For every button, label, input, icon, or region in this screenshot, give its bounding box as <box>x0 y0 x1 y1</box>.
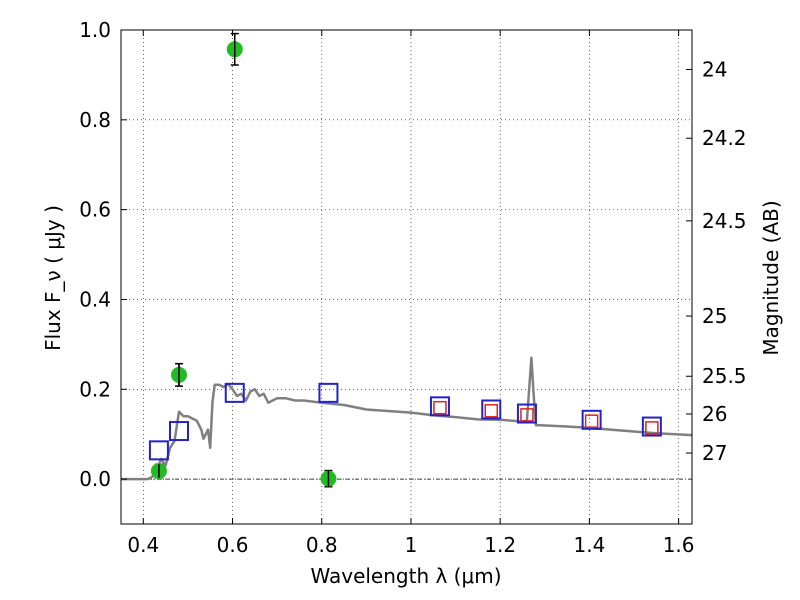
x-tick-label: 1.6 <box>663 533 695 557</box>
nir-square-marker <box>484 404 499 418</box>
plot-frame <box>120 29 693 525</box>
nir-square-marker <box>584 414 599 428</box>
right-tick-label: 24.2 <box>702 126 747 150</box>
y-tick-label: 0.6 <box>79 198 111 222</box>
right-tick-label: 24.5 <box>702 209 747 233</box>
nir-square-marker <box>645 421 659 435</box>
y-tick-label: 0.4 <box>79 287 111 311</box>
y-tick-label: 0.0 <box>79 467 111 491</box>
model-square-marker <box>148 440 169 461</box>
right-tick-label: 25.5 <box>702 364 747 388</box>
axis-ticks: 0.4 0.6 0.8 1 1.2 1.4 1.6 0.0 0.2 0.4 0.6 0.8 1.0 24 2… <box>79 18 746 557</box>
y-tick-label: 0.8 <box>79 108 111 132</box>
model-square-marker <box>516 403 537 424</box>
x-tick-label: 0.8 <box>306 533 338 557</box>
grid-lines <box>121 29 692 524</box>
model-square-marker <box>581 409 602 430</box>
x-axis-label: Wavelength λ (μm) <box>310 564 501 588</box>
y-tick-label: 0.2 <box>79 377 111 401</box>
model-square-marker <box>481 399 502 420</box>
right-tick-label: 24 <box>702 58 727 82</box>
model-square-marker <box>429 396 450 417</box>
y-tick-label: 1.0 <box>79 18 111 42</box>
y-axis-label: Flux F_ν ( μJy ) <box>41 205 65 351</box>
model-square-marker <box>224 382 245 403</box>
right-tick-label: 27 <box>702 441 727 465</box>
model-square-marker <box>168 421 189 442</box>
nir-square-marker <box>520 408 534 422</box>
x-tick-label: 1.4 <box>573 533 605 557</box>
right-axis-label: Magnitude (AB) <box>759 200 783 355</box>
nir-square-marker <box>433 400 447 415</box>
data-markers <box>148 32 662 488</box>
x-tick-label: 0.4 <box>127 533 159 557</box>
x-tick-label: 1 <box>405 533 418 557</box>
x-tick-label: 0.6 <box>217 533 249 557</box>
right-tick-label: 26 <box>702 402 727 426</box>
right-tick-label: 25 <box>702 304 727 328</box>
sed-template-curve <box>121 356 693 481</box>
x-tick-label: 1.2 <box>484 533 516 557</box>
model-square-marker <box>318 382 339 403</box>
model-square-marker <box>641 416 662 437</box>
